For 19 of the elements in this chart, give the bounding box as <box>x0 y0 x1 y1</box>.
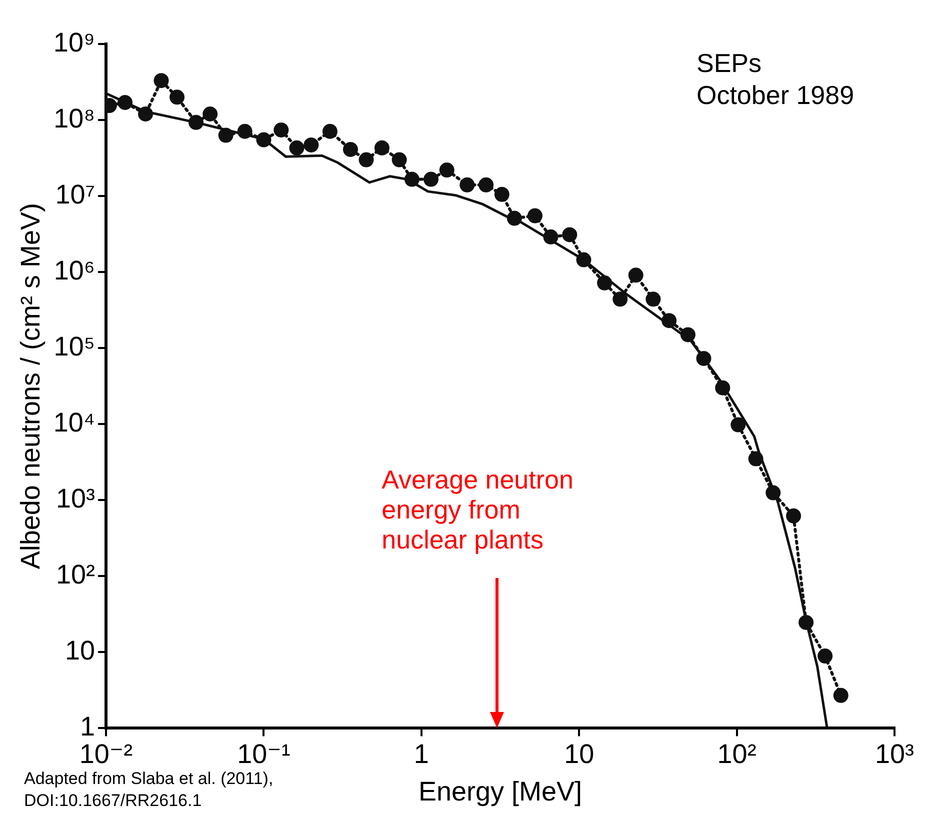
y-tick-label: 10⁸ <box>54 103 96 134</box>
y-tick-label: 10⁴ <box>53 408 96 438</box>
ref-line-label: Average neutron energy from nuclear plants <box>382 464 574 554</box>
y-tick-label: 10⁶ <box>54 256 96 286</box>
x-tick-label: 1 <box>414 738 429 769</box>
x-tick-label: 10² <box>717 738 756 769</box>
x-tick-label: 10⁻¹ <box>237 738 290 769</box>
y-tick-label: 10⁷ <box>55 180 96 210</box>
x-tick-label: 10 <box>564 738 594 769</box>
annotation: SEPs October 1989 <box>696 48 854 110</box>
x-tick-label: 10³ <box>874 738 914 769</box>
x-axis-title: Energy [MeV] <box>418 776 582 806</box>
y-tick-label: 10⁵ <box>54 332 96 362</box>
y-tick-label: 10² <box>56 560 96 590</box>
text: Adapted from Slaba et al. (2011), DOI:10.1667/RR2616.1 <box>24 769 274 810</box>
y-tick-label: 10 <box>64 636 96 666</box>
y-tick-label: 10⁹ <box>53 27 96 58</box>
y-axis-title: Albedo neutrons / (cm² s MeV) <box>16 203 46 570</box>
y-tick-label: 10³ <box>56 484 96 514</box>
